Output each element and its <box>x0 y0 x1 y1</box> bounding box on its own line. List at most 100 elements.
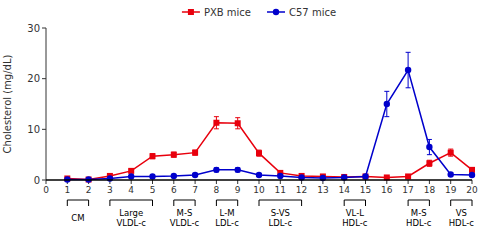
legend: PXB mice C57 mice <box>182 7 336 18</box>
x-axis-line <box>46 179 472 181</box>
series-line <box>67 70 472 179</box>
chart: 0 10 20 30 Cholesterol (mg/dL) 0 12 3 4 5 6 7 8 9 10 11… <box>0 0 484 250</box>
y-tick <box>42 129 46 130</box>
bracket-label: VS <box>456 208 467 218</box>
marker <box>171 152 177 158</box>
x-tick-label: 18 <box>424 185 436 195</box>
bracket-label: M-S <box>411 208 427 218</box>
bracket-label: HDL-c <box>406 218 432 228</box>
error-bar <box>257 150 262 156</box>
marker <box>256 150 262 156</box>
bracket-label: HDL-c <box>342 218 368 228</box>
bracket-label: L-M <box>220 208 235 218</box>
bracket-label: M-S <box>177 208 193 218</box>
bracket <box>216 200 237 206</box>
bracket <box>174 200 195 206</box>
bracket-label: HDL-c <box>449 218 475 228</box>
marker <box>384 101 390 107</box>
marker <box>426 144 432 150</box>
marker <box>469 172 475 178</box>
x-tick-label: 19 <box>445 185 457 195</box>
marker <box>128 173 134 179</box>
y-tick-label: 30 <box>27 23 40 34</box>
bracket <box>344 200 365 206</box>
error-bar <box>171 152 176 157</box>
x-tick-label: 13 <box>317 185 328 195</box>
x-tick-label: 12 <box>296 185 307 195</box>
marker <box>235 120 241 126</box>
marker <box>448 171 454 177</box>
error-bar <box>235 118 240 129</box>
marker <box>277 173 283 179</box>
marker <box>341 174 347 180</box>
bracket <box>110 200 153 206</box>
y-tick <box>42 28 46 29</box>
error-bar <box>214 117 219 129</box>
bracket <box>67 200 88 206</box>
error-bar <box>150 154 155 159</box>
bracket-label: VLDL-c <box>116 218 146 228</box>
x-tick-label: 10 <box>253 185 265 195</box>
error-bar <box>427 160 432 166</box>
x-tick-label: 0 <box>43 185 49 195</box>
marker <box>448 150 454 156</box>
y-tick-label: 10 <box>27 124 40 135</box>
bracket <box>408 200 429 206</box>
bracket <box>259 200 302 206</box>
marker <box>256 172 262 178</box>
marker <box>150 153 156 159</box>
x-tick-label: 5 <box>150 185 156 195</box>
legend-marker <box>273 9 279 15</box>
bracket-label: CM <box>71 213 84 223</box>
y-tick-label: 20 <box>27 73 40 84</box>
error-bar <box>427 139 432 154</box>
marker <box>213 120 219 126</box>
marker <box>192 172 198 178</box>
error-bar <box>406 52 411 87</box>
x-tick-label: 6 <box>171 185 177 195</box>
error-bar <box>193 150 198 155</box>
legend-item: C57 mice <box>267 7 336 18</box>
plot-area <box>64 52 475 182</box>
legend-item: PXB mice <box>182 7 251 18</box>
marker <box>149 173 155 179</box>
legend-label: PXB mice <box>204 7 251 18</box>
x-tick-label: 20 <box>466 185 478 195</box>
x-tick-label: 14 <box>338 185 350 195</box>
error-bar <box>384 91 389 116</box>
bracket <box>451 200 472 206</box>
legend-label: C57 mice <box>289 7 336 18</box>
x-tick-label: 7 <box>192 185 198 195</box>
x-tick-label: 11 <box>275 185 286 195</box>
legend-marker <box>188 9 194 15</box>
x-tick-label: 8 <box>214 185 220 195</box>
marker <box>362 173 368 179</box>
y-axis-label: Cholesterol (mg/dL) <box>2 55 13 154</box>
series <box>64 52 475 182</box>
marker <box>405 173 411 179</box>
x-tick-label: 15 <box>360 185 371 195</box>
series <box>64 117 475 183</box>
y-axis-line <box>46 28 47 180</box>
marker <box>213 167 219 173</box>
bracket-label: S-VS <box>271 208 290 218</box>
bracket-label: VL-L <box>346 208 364 218</box>
marker <box>128 168 134 174</box>
x-tick-label: 9 <box>235 185 241 195</box>
marker <box>363 173 369 179</box>
x-tick-label: 4 <box>128 185 134 195</box>
bracket-label: LDL-c <box>268 218 292 228</box>
series-line <box>67 123 472 180</box>
marker <box>235 167 241 173</box>
error-bar <box>448 149 453 156</box>
bracket-label: VLDL-c <box>170 218 200 228</box>
marker <box>171 173 177 179</box>
x-tick-label: 17 <box>402 185 413 195</box>
x-tick-label: 2 <box>86 185 92 195</box>
y-tick <box>42 78 46 79</box>
x-tick-label: 16 <box>381 185 393 195</box>
marker <box>426 160 432 166</box>
bracket-label: Large <box>119 208 143 218</box>
x-tick-label: 3 <box>107 185 113 195</box>
y-tick-label: 0 <box>34 175 40 186</box>
